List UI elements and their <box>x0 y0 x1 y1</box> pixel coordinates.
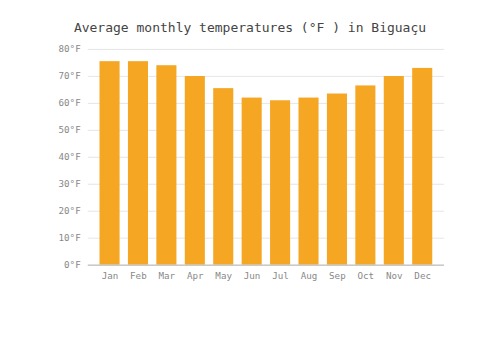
html-text:Average monthly temperatures (: Average monthly temperatures (°F ) in Bi… <box>73 20 427 35</box>
svg-text:Aug: Aug <box>301 270 318 281</box>
svg-text:May: May <box>215 270 232 281</box>
svg-text:70°F: 70°F <box>59 70 81 81</box>
svg-text:0°F: 0°F <box>64 259 81 270</box>
svg-text:Apr: Apr <box>187 270 204 281</box>
svg-text:20°F: 20°F <box>59 205 81 216</box>
svg-text:60°F: 60°F <box>59 97 81 108</box>
svg-text:Nov: Nov <box>386 270 403 281</box>
svg-text:Sep: Sep <box>329 270 346 281</box>
svg-text:50°F: 50°F <box>59 124 81 135</box>
svg-text:Jan: Jan <box>102 270 119 281</box>
svg-text:40°F: 40°F <box>59 151 81 162</box>
svg-text:30°F: 30°F <box>59 178 81 189</box>
svg-text:Oct: Oct <box>357 270 374 281</box>
svg-text:Feb: Feb <box>130 270 147 281</box>
svg-text:10°F: 10°F <box>59 232 81 243</box>
svg-text:Jul: Jul <box>272 270 289 281</box>
svg-text:80°F: 80°F <box>59 43 81 54</box>
svg-text:Dec: Dec <box>414 270 431 281</box>
svg-text:Jun: Jun <box>244 270 261 281</box>
svg-text:Mar: Mar <box>159 270 176 281</box>
